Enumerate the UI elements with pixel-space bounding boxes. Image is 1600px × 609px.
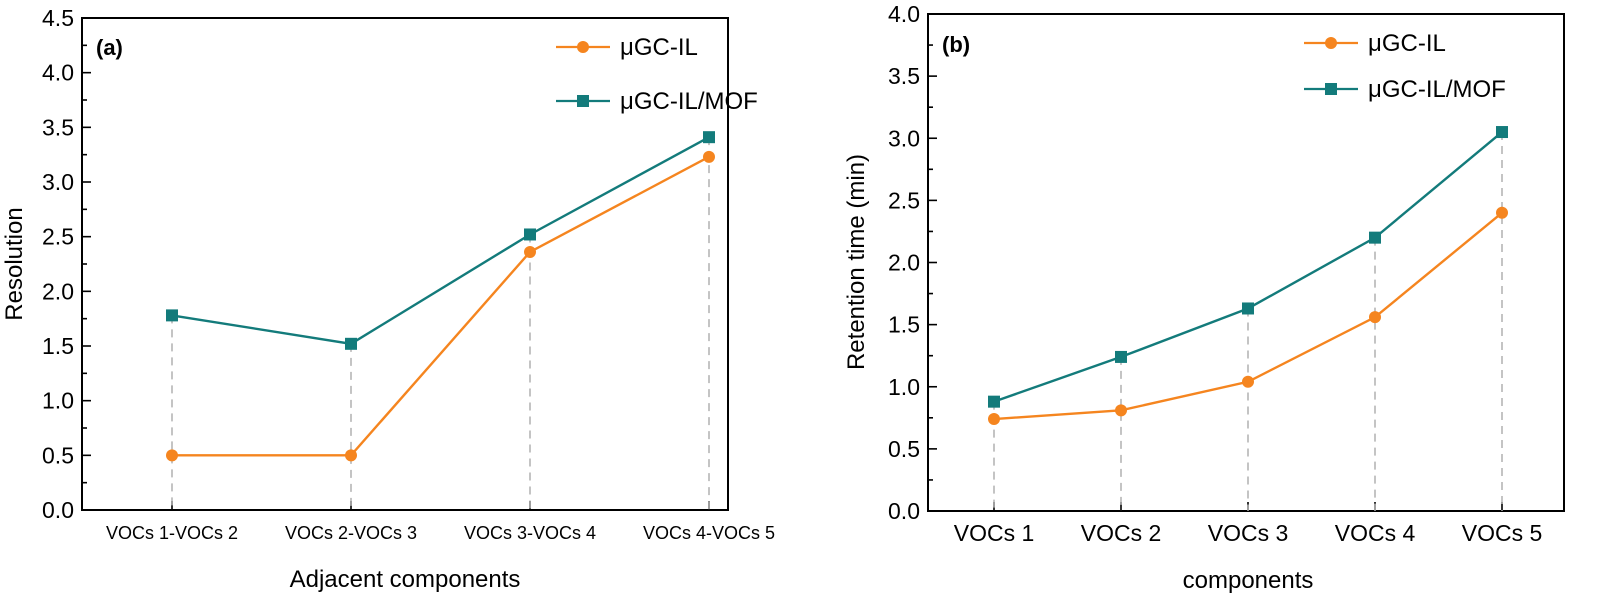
panel-a-legend-il-label: μGC-IL xyxy=(620,34,698,61)
panel-b-series-il-point xyxy=(1496,206,1508,219)
panel-b-series-mof-point xyxy=(988,395,1000,408)
panel-a-y-tick-label: 3.5 xyxy=(42,114,74,140)
panel-a: (a) Resolution Adjacent components 0.00.… xyxy=(1,5,775,593)
panel-b-series-mof-line xyxy=(993,131,1503,403)
panel-a-x-tick-label: VOCs 2-VOCs 3 xyxy=(285,523,417,543)
panel-b-legend-mof-label: μGC-IL/MOF xyxy=(1368,76,1506,103)
panel-b-x-tick-label: VOCs 4 xyxy=(1335,520,1416,546)
panel-b-legend: μGC-IL μGC-IL/MOF xyxy=(1304,30,1506,103)
panel-a-ticks: 0.0 0.5 1.0 1.5 2.0 2.5 3.0 3.5 4.0 4.5 VOCs 1-VOC… xyxy=(42,5,775,543)
panel-b-y-tick-label: 0.0 xyxy=(888,498,920,524)
panel-a-series xyxy=(166,131,715,462)
panel-a-y-tick-label: 0.0 xyxy=(42,497,74,523)
panel-a-series-mof-line xyxy=(171,136,710,346)
panel-b-x-tick-label: VOCs 5 xyxy=(1462,520,1543,546)
panel-b-series-mof-point xyxy=(1115,350,1127,363)
panel-a-series-mof-point xyxy=(345,337,357,350)
panel-a-legend-mof-label: μGC-IL/MOF xyxy=(620,88,758,115)
panel-b-y-tick-label: 0.5 xyxy=(888,436,920,462)
panel-a-y-tick-label: 2.5 xyxy=(42,224,74,250)
panel-a-series-mof-point xyxy=(703,131,715,144)
panel-a-series-il-point xyxy=(166,449,178,462)
panel-a-drop-lines xyxy=(171,137,710,510)
panel-a-y-tick-label: 3.0 xyxy=(42,169,74,195)
panel-b-series-il-point xyxy=(1369,311,1381,324)
panel-b-y-tick-label: 4.0 xyxy=(888,1,920,27)
panel-a-legend-il-marker xyxy=(577,41,589,53)
panel-b-label: (b) xyxy=(942,32,970,57)
panel-b-y-tick-label: 2.0 xyxy=(888,250,920,276)
panel-b-legend-il-marker xyxy=(1325,37,1337,49)
panel-a-series-il-line xyxy=(172,155,710,457)
panel-b-x-tick-label: VOCs 2 xyxy=(1081,520,1162,546)
panel-b-series-il-point xyxy=(1242,375,1254,388)
panel-b-series-mof-point xyxy=(1242,302,1254,315)
panel-a-y-axis-title: Resolution xyxy=(1,207,28,320)
panel-b-y-tick-label: 3.0 xyxy=(888,125,920,151)
panel-b-ticks: 0.0 0.5 1.0 1.5 2.0 2.5 3.0 3.5 4.0 VOCs 1 VOCs 2 V… xyxy=(888,1,1542,546)
panel-b-drop-lines xyxy=(993,132,1503,511)
panel-a-legend-mof-marker xyxy=(577,95,589,107)
panel-a-x-tick-label: VOCs 3-VOCs 4 xyxy=(464,523,596,543)
panel-b-x-tick-label: VOCs 1 xyxy=(954,520,1035,546)
panel-a-legend: μGC-IL μGC-IL/MOF xyxy=(556,34,758,115)
panel-b-legend-il-label: μGC-IL xyxy=(1368,30,1446,57)
panel-a-y-tick-label: 1.5 xyxy=(42,333,74,359)
panel-b-y-axis-title: Retention time (min) xyxy=(843,154,870,370)
panel-a-series-il-point xyxy=(345,449,357,462)
panel-a-series-il-point xyxy=(703,150,715,163)
panel-a-x-tick-label: VOCs 4-VOCs 5 xyxy=(643,523,775,543)
panel-b-legend-mof-marker xyxy=(1325,83,1337,95)
panel-a-series-mof-point xyxy=(166,309,178,322)
panel-b-x-axis-title: components xyxy=(1183,567,1314,594)
panel-a-y-tick-label: 1.0 xyxy=(42,388,74,414)
panel-b-series xyxy=(988,126,1508,426)
panel-b-series-il-point xyxy=(1115,404,1127,417)
panel-a-series-il-point xyxy=(524,245,536,258)
panel-a-y-tick-label: 0.5 xyxy=(42,442,74,468)
panel-a-x-tick-label: VOCs 1-VOCs 2 xyxy=(106,523,238,543)
panel-b-y-tick-label: 1.5 xyxy=(888,312,920,338)
panel-b-y-tick-label: 1.0 xyxy=(888,374,920,400)
panel-a-x-axis-title: Adjacent components xyxy=(290,566,521,593)
panel-a-y-tick-label: 2.0 xyxy=(42,278,74,304)
panel-a-series-mof-point xyxy=(524,228,536,241)
panel-b: (b) Retention time (min) components 0.00… xyxy=(843,1,1565,594)
panel-b-y-tick-label: 2.5 xyxy=(888,187,920,213)
panel-b-series-il-point xyxy=(988,413,1000,426)
panel-a-y-tick-label: 4.0 xyxy=(42,60,74,86)
panel-b-series-mof-point xyxy=(1496,126,1508,139)
panel-a-y-tick-label: 4.5 xyxy=(42,5,74,31)
panel-b-series-mof-point xyxy=(1369,231,1381,244)
panel-b-y-tick-label: 3.5 xyxy=(888,63,920,89)
panel-b-x-tick-label: VOCs 3 xyxy=(1208,520,1289,546)
panel-a-label: (a) xyxy=(96,35,123,60)
